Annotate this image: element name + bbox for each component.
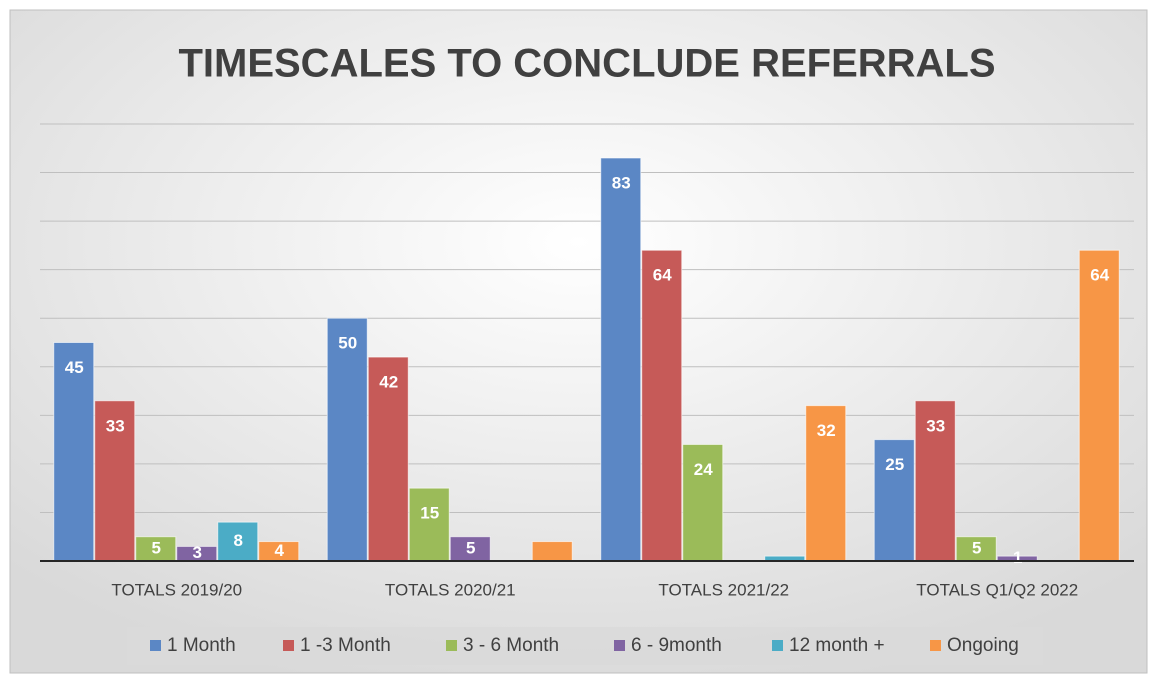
data-label: 45: [65, 358, 84, 377]
bar: [367, 356, 409, 562]
bar: [1078, 249, 1120, 562]
bar: [641, 249, 683, 562]
x-tick-label: TOTALS 2019/20: [111, 580, 242, 599]
chart-title: TIMESCALES TO CONCLUDE REFERRALS: [178, 42, 995, 86]
legend-swatch: [283, 640, 294, 651]
legend-label: 12 month +: [789, 635, 885, 656]
data-label: 24: [694, 460, 713, 479]
bar: [53, 342, 95, 562]
x-tick-label: TOTALS Q1/Q2 2022: [916, 580, 1078, 599]
data-label: 5: [972, 538, 981, 557]
bar: [94, 400, 136, 562]
data-label: 3: [193, 543, 202, 562]
data-label: 15: [420, 504, 439, 523]
legend-swatch: [614, 640, 625, 651]
data-label: 50: [338, 334, 357, 353]
data-label: 25: [885, 455, 904, 474]
legend-swatch: [446, 640, 457, 651]
x-tick-label: TOTALS 2021/22: [658, 580, 789, 599]
bar: [326, 317, 368, 562]
legend-label: 3 - 6 Month: [463, 635, 559, 656]
data-label: 4: [275, 541, 285, 560]
bar: [914, 400, 956, 562]
legend-label: 1 -3 Month: [300, 635, 391, 656]
data-label: 33: [926, 416, 945, 435]
legend-swatch: [150, 640, 161, 651]
legend-label: Ongoing: [947, 635, 1019, 656]
data-label: 5: [152, 538, 161, 557]
legend-background: [127, 627, 1043, 665]
bar: [955, 536, 997, 562]
legend-label: 1 Month: [167, 635, 236, 656]
data-label: 5: [466, 538, 475, 557]
legend-label: 6 - 9month: [631, 635, 722, 656]
data-label: 83: [612, 173, 631, 192]
x-tick-label: TOTALS 2020/21: [385, 580, 516, 599]
data-label: 42: [379, 373, 398, 392]
bar: [682, 443, 724, 562]
data-label: 1: [1013, 548, 1022, 567]
bar: [805, 405, 847, 562]
data-label: 32: [817, 421, 836, 440]
data-label: 8: [234, 531, 243, 550]
bar: [408, 487, 450, 562]
data-label: 64: [1090, 266, 1109, 285]
bar: [600, 157, 642, 562]
data-label: 64: [653, 266, 672, 285]
legend-swatch: [772, 640, 783, 651]
bar: [449, 536, 491, 562]
bar: [531, 541, 573, 562]
bar: [873, 439, 915, 562]
legend-swatch: [930, 640, 941, 651]
data-label: 33: [106, 416, 125, 435]
chart-background: [9, 9, 1148, 674]
